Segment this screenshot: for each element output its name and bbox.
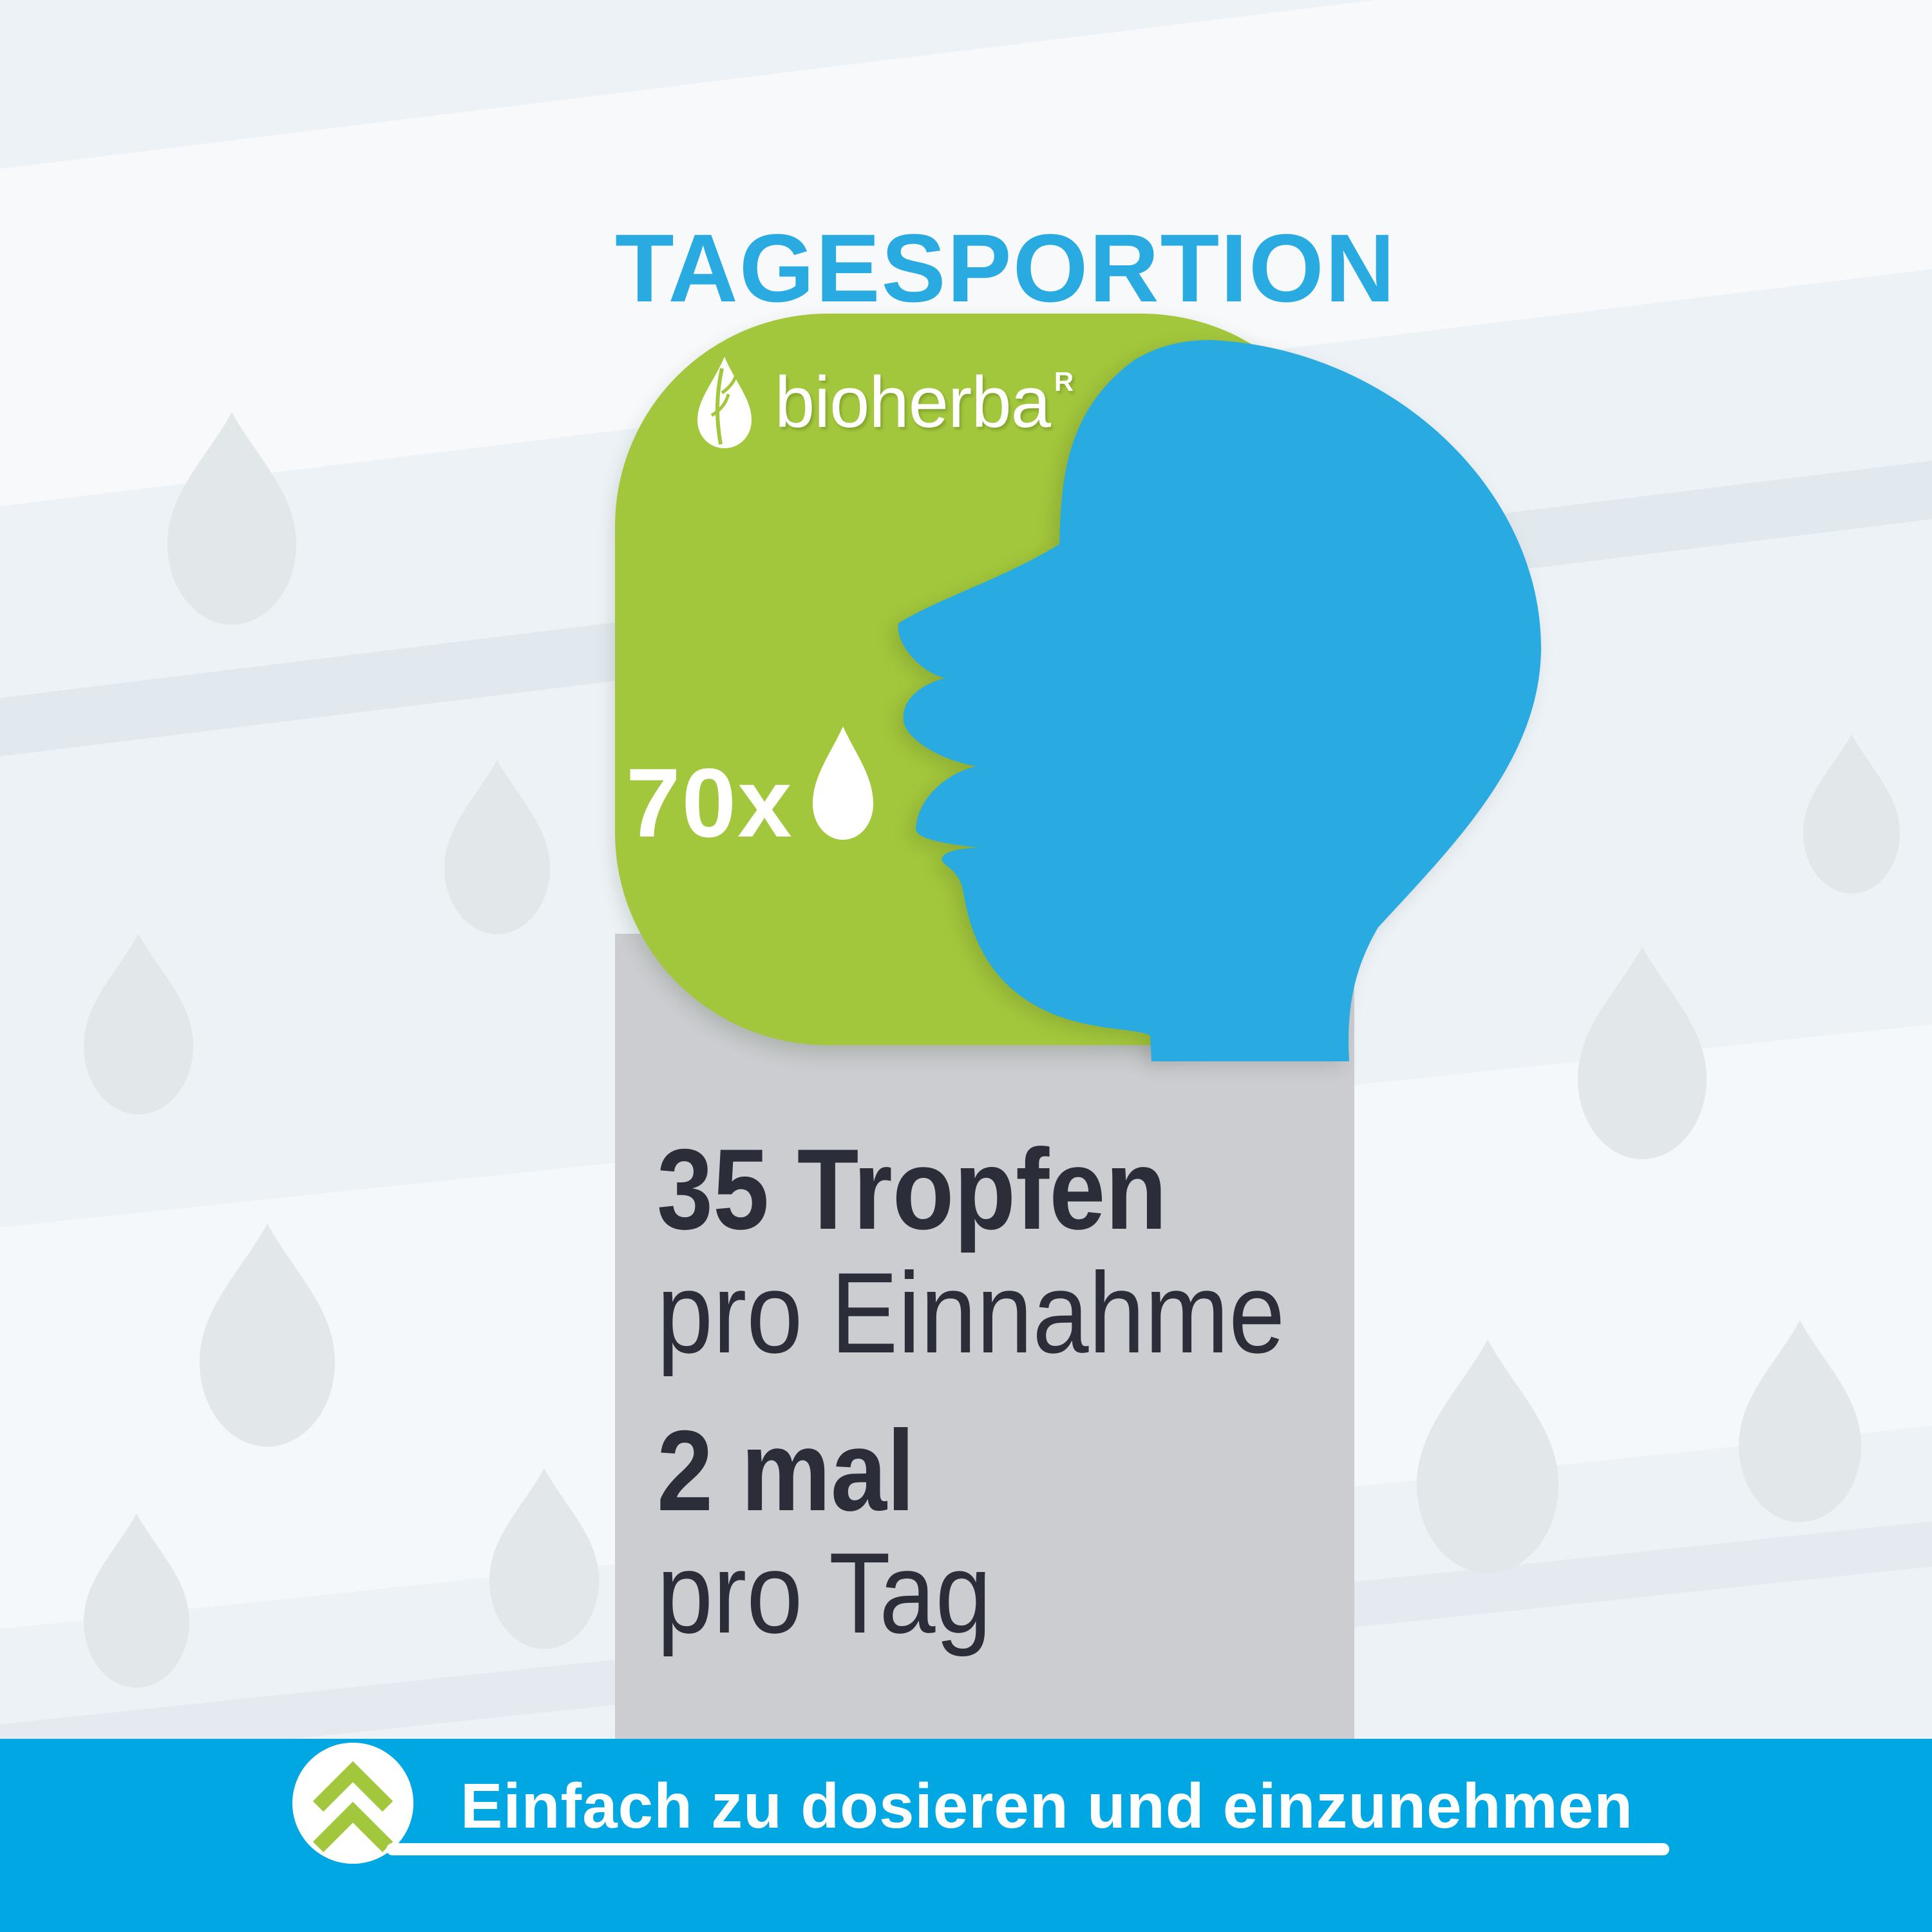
bioherba-leaf-drop-icon [697, 357, 752, 448]
droplet-icon [1803, 734, 1900, 894]
drops-count-label: 70x [626, 748, 793, 858]
double-chevron-up-icon [292, 1743, 413, 1864]
per-intake-label: pro Einnahme [657, 1249, 1285, 1377]
droplet-icon [1417, 1340, 1558, 1573]
brand-logo: bioherba R [692, 354, 1074, 451]
page-title: TAGESPORTION [615, 214, 1396, 322]
droplet-icon [200, 1224, 335, 1447]
brand-name: bioherba R [775, 362, 1074, 442]
frequency-label: pro Tag [657, 1529, 992, 1657]
droplet-icon [167, 412, 296, 625]
droplet-icon [1739, 1320, 1861, 1522]
droplet-icon [84, 934, 193, 1115]
footer-tagline: Einfach zu dosieren und einzunehmen [460, 1770, 1633, 1841]
droplet-icon [444, 760, 550, 934]
droplet-icon [1578, 947, 1707, 1159]
footer-underline [386, 1843, 1669, 1855]
registered-mark: R [1054, 366, 1074, 397]
per-intake-value: 35 Tropfen [657, 1125, 1168, 1253]
dosage-panel [615, 934, 1354, 1739]
droplet-icon [84, 1513, 189, 1688]
droplet-icon [489, 1468, 599, 1649]
frequency-value: 2 mal [657, 1406, 915, 1535]
